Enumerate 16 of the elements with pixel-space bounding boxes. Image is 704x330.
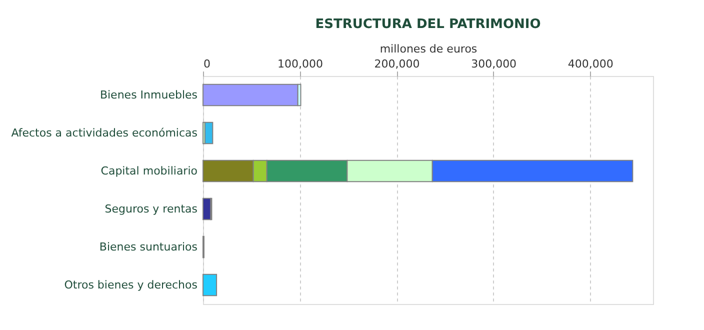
bar — [202, 84, 298, 106]
bar — [202, 274, 218, 296]
chart-title: ESTRUCTURA DEL PATRIMONIO — [315, 17, 541, 32]
y-tick-label: Capital mobiliario — [100, 164, 198, 178]
y-tick-label: Bienes Inmuebles — [100, 88, 198, 102]
y-tick-label: Bienes suntuarios — [99, 240, 198, 254]
y-tick-label: Afectos a actividades económicas — [11, 126, 198, 140]
x-tick-label: 0 — [204, 58, 210, 70]
x-tick-label: 100,000 — [278, 58, 324, 70]
bar — [204, 122, 214, 144]
x-tick-label: 200,000 — [374, 58, 420, 70]
y-tick-label: Otros bienes y derechos — [64, 278, 198, 292]
y-tick-label: Seguros y rentas — [104, 202, 198, 216]
x-tick-label: 300,000 — [471, 58, 517, 70]
x-tick-label: 400,000 — [568, 58, 614, 70]
x-axis-title: millones de euros — [380, 42, 478, 56]
